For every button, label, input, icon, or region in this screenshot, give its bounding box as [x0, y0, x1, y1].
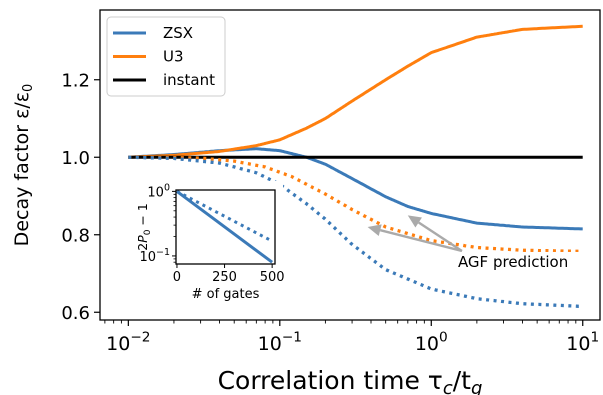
- legend-label-zsx: ZSX: [163, 24, 193, 42]
- inset-y-axis-label: 2P0 − 1: [135, 203, 153, 251]
- inset-x-axis-label: # of gates: [192, 287, 260, 302]
- agf-annotation: AGF prediction: [367, 215, 582, 271]
- y-tick-label: 0.8: [61, 225, 90, 246]
- series-4-dotted-line: [128, 155, 583, 309]
- inset-background: [118, 181, 283, 307]
- annotation-text: AGF prediction: [458, 253, 568, 271]
- annotation-arrow-head: [407, 215, 422, 228]
- main-plot-frame: [99, 9, 601, 321]
- legend: ZSX U3 instant: [106, 16, 226, 97]
- y-tick-label: 1.0: [61, 148, 90, 169]
- inset-x-tick-label: 0: [173, 270, 181, 285]
- annotation-arrow-shaft: [379, 229, 463, 253]
- x-axis-label: Correlation time τc/tg: [218, 366, 483, 395]
- y-tick-label: 0.6: [61, 303, 90, 324]
- series-u3-line: [128, 24, 583, 159]
- x-tick-label: 100: [415, 329, 448, 355]
- annotation-arrow-shaft: [418, 221, 463, 252]
- inset-x-tick-label: 500: [260, 270, 285, 285]
- legend-label-instant: instant: [163, 71, 215, 89]
- inset-x-tick-label: 250: [212, 270, 237, 285]
- inset-y-tick-label: 100: [147, 182, 170, 200]
- inset-plot: 0 250 500 100 10−1 # of gates 2P0 − 1: [118, 181, 285, 307]
- x-tick-label: 10−1: [258, 329, 302, 355]
- inset-frame: [175, 189, 276, 265]
- x-tick-label: 10−2: [106, 329, 150, 355]
- inset-series-0-solid-line: [176, 190, 273, 264]
- y-axis-label: Decay factor ε/ε0: [11, 84, 36, 247]
- series-3-dotted-line: [128, 155, 583, 254]
- annotation-arrow-head: [367, 224, 382, 237]
- legend-box: [106, 16, 226, 97]
- legend-label-u3: U3: [163, 48, 184, 66]
- x-tick-label: 101: [566, 329, 599, 355]
- y-tick-label: 1.2: [61, 70, 90, 91]
- series-group: [128, 24, 583, 309]
- annotation-text-bg: [453, 251, 582, 271]
- main-plot: 10−2 10−1 100 101 0.6 0.8 1.0 1.2 Correlation ti…: [11, 9, 601, 395]
- inset-y-tick-label: 10−1: [139, 247, 170, 265]
